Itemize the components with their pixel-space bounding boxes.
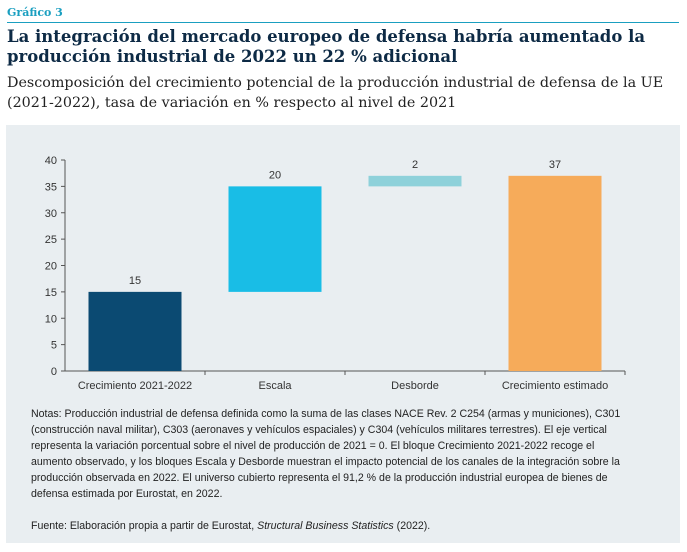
data-label: 2 xyxy=(412,159,418,171)
y-tick-label: 25 xyxy=(45,234,57,246)
bar-4 xyxy=(508,175,602,371)
data-label: 37 xyxy=(549,159,561,171)
bar-1 xyxy=(88,291,182,371)
header-rule xyxy=(7,22,679,23)
bar-2 xyxy=(228,186,322,292)
chart-subtitle: Descomposición del crecimiento potencial… xyxy=(7,75,664,111)
chart-title: La integración del mercado europeo de de… xyxy=(7,27,646,66)
y-tick-label: 15 xyxy=(45,287,57,299)
x-tick-label: Crecimiento 2021-2022 xyxy=(78,380,192,392)
y-tick-label: 30 xyxy=(45,208,57,220)
source-title: Structural Business Statistics xyxy=(257,520,394,532)
source-suffix: (2022). xyxy=(393,520,431,532)
y-tick-label: 10 xyxy=(45,313,57,325)
x-tick-label: Desborde xyxy=(391,380,439,392)
x-tick-label: Crecimiento estimado xyxy=(502,380,608,392)
chart-notes: Notas: Producción industrial de defensa … xyxy=(31,408,621,500)
x-tick-label: Escala xyxy=(258,380,292,392)
y-tick-label: 20 xyxy=(45,261,57,273)
bar-3 xyxy=(368,175,462,187)
y-tick-label: 5 xyxy=(51,340,57,352)
data-label: 20 xyxy=(269,169,281,181)
chart-label: Gráfico 3 xyxy=(7,6,63,19)
chart-source: Fuente: Elaboración propia a partir de E… xyxy=(31,518,631,534)
y-tick-label: 40 xyxy=(45,155,57,167)
source-prefix: Fuente: Elaboración propia a partir de E… xyxy=(31,520,258,532)
y-tick-label: 35 xyxy=(45,181,57,193)
data-label: 15 xyxy=(129,275,141,287)
y-tick-label: 0 xyxy=(51,366,57,378)
